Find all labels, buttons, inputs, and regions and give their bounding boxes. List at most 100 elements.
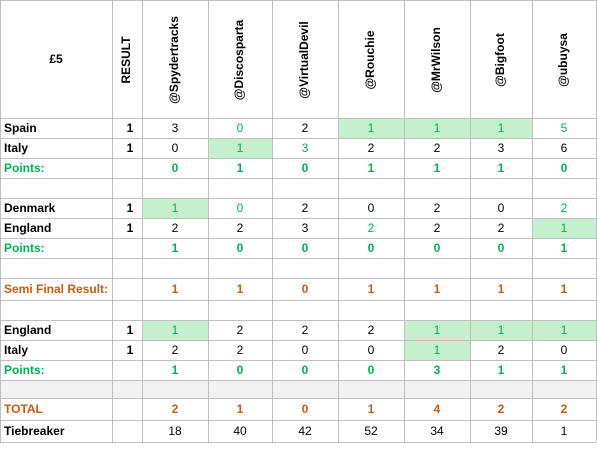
cell-highlight [470, 320, 532, 340]
cell-value: 2 [434, 141, 441, 155]
result-value: 1 [127, 201, 134, 215]
cell-value: 0 [302, 282, 309, 296]
cell-value: 3 [172, 121, 179, 135]
cell-value: 1 [561, 323, 568, 337]
cell-value: 0 [368, 343, 375, 357]
cell-highlight [532, 218, 596, 238]
result-value: 1 [127, 343, 134, 357]
cell-value: 1 [434, 121, 441, 135]
cell-value: 0 [498, 241, 505, 255]
cell-highlight [404, 320, 470, 340]
cell-value: 0 [498, 201, 505, 215]
row-label: England [4, 323, 51, 337]
column-header: @Bigfoot [493, 33, 507, 87]
separator-band [0, 380, 596, 398]
row-label: Tiebreaker [4, 424, 65, 438]
cell-value: 0 [172, 161, 179, 175]
cell-value: 3 [434, 363, 441, 377]
cell-value: 39 [494, 424, 508, 438]
result-value: 1 [127, 323, 134, 337]
cell-highlight [532, 320, 596, 340]
cell-value: 1 [434, 343, 441, 357]
cell-value: 0 [302, 402, 309, 416]
cell-value: 1 [172, 363, 179, 377]
cell-value: 2 [498, 343, 505, 357]
cell-value: 1 [172, 323, 179, 337]
cell-value: 1 [237, 141, 244, 155]
cell-value: 0 [561, 161, 568, 175]
cell-value: 3 [302, 141, 309, 155]
cell-value: 18 [168, 424, 182, 438]
row-label: Italy [4, 141, 28, 155]
cell-value: 1 [498, 363, 505, 377]
cell-value: 2 [302, 201, 309, 215]
cell-value: 1 [172, 282, 179, 296]
cell-value: 0 [237, 363, 244, 377]
cell-value: 52 [364, 424, 378, 438]
column-header: @Spydertracks [167, 16, 181, 104]
column-header: RESULT [119, 36, 133, 84]
row-label: TOTAL [4, 402, 43, 416]
cell-value: 1 [561, 363, 568, 377]
result-value: 1 [127, 221, 134, 235]
cell-value: 0 [237, 241, 244, 255]
cell-value: 2 [302, 323, 309, 337]
cell-value: 2 [237, 343, 244, 357]
cell-value: 4 [434, 402, 441, 416]
cell-value: 2 [237, 221, 244, 235]
cell-highlight [142, 320, 208, 340]
cell-highlight [142, 198, 208, 218]
cell-value: 1 [561, 424, 568, 438]
cell-value: 1 [561, 221, 568, 235]
cell-value: 1 [498, 323, 505, 337]
cell-value: 0 [302, 161, 309, 175]
result-value: 1 [127, 141, 134, 155]
cell-value: 2 [561, 201, 568, 215]
column-header: @VirtualDevil [297, 21, 311, 99]
cell-value: 5 [561, 121, 568, 135]
cell-value: 42 [298, 424, 312, 438]
cell-value: 1 [237, 282, 244, 296]
cell-value: 0 [302, 241, 309, 255]
cell-value: 2 [172, 402, 179, 416]
cell-value: 2 [302, 121, 309, 135]
cell-value: 2 [498, 221, 505, 235]
cell-value: 1 [498, 121, 505, 135]
cell-value: 0 [434, 241, 441, 255]
cell-value: 2 [172, 221, 179, 235]
cell-value: 1 [498, 161, 505, 175]
cell-value: 2 [561, 402, 568, 416]
cell-value: 1 [368, 161, 375, 175]
cell-value: 34 [430, 424, 444, 438]
cell-value: 40 [233, 424, 247, 438]
cell-value: 1 [498, 282, 505, 296]
corner-label: £5 [49, 52, 63, 66]
cell-value: 2 [498, 402, 505, 416]
cell-value: 0 [561, 343, 568, 357]
cell-value: 1 [434, 282, 441, 296]
cell-value: 2 [434, 221, 441, 235]
cell-value: 1 [368, 121, 375, 135]
cell-highlight [470, 118, 532, 138]
cell-value: 1 [172, 241, 179, 255]
cell-value: 0 [368, 363, 375, 377]
cell-value: 2 [237, 323, 244, 337]
cell-value: 0 [302, 343, 309, 357]
cell-highlight [404, 340, 470, 360]
result-value: 1 [127, 121, 134, 135]
column-header: @ubuysa [556, 33, 570, 87]
cell-value: 3 [302, 221, 309, 235]
cell-value: 6 [561, 141, 568, 155]
cell-value: 2 [368, 323, 375, 337]
row-label: Semi Final Result: [4, 282, 108, 296]
row-label: England [4, 221, 51, 235]
cell-value: 0 [237, 121, 244, 135]
cell-highlight [208, 138, 272, 158]
column-header: @MrWilson [429, 27, 443, 93]
cell-value: 0 [368, 241, 375, 255]
column-header: @Rouchie [363, 30, 377, 89]
cell-value: 1 [237, 161, 244, 175]
cell-value: 0 [302, 363, 309, 377]
cell-value: 1 [561, 282, 568, 296]
